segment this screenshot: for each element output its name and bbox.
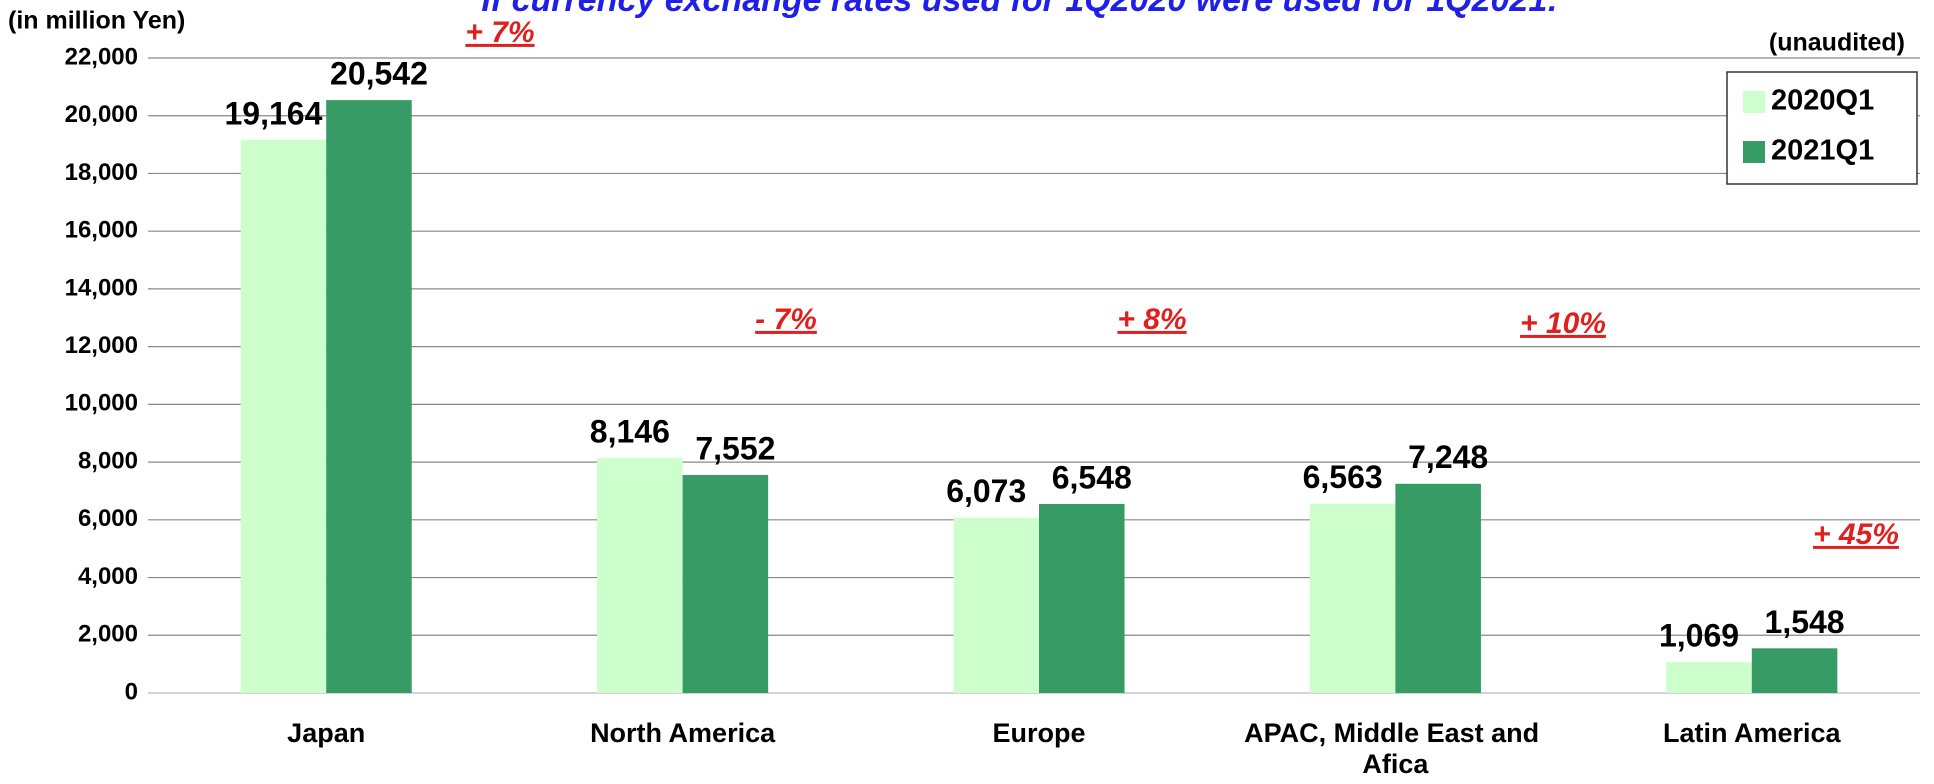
annotation: + 10% (1520, 307, 1606, 340)
y-tick-label: 22,000 (65, 43, 138, 70)
annotation: + 45% (1813, 518, 1899, 551)
legend-label: 2020Q1 (1771, 85, 1874, 117)
x-tick-label: APAC, Middle East and Afica (1244, 718, 1547, 779)
data-label: 19,164 (224, 95, 322, 131)
y-tick-label: 6,000 (78, 505, 138, 532)
y-tick-label: 18,000 (65, 159, 138, 186)
data-label: 20,542 (330, 56, 428, 92)
annotation: - 7% (755, 303, 817, 336)
data-label: 6,548 (1052, 459, 1132, 495)
bar (326, 100, 412, 693)
bar (953, 517, 1039, 693)
bar (1751, 648, 1838, 693)
bar (597, 457, 683, 693)
y-tick-label: 16,000 (65, 217, 138, 244)
bar (1039, 504, 1125, 693)
data-label: 6,073 (946, 473, 1026, 509)
annotation: + 8% (1117, 303, 1186, 336)
data-label: 6,563 (1303, 459, 1383, 495)
legend-box (1726, 71, 1918, 185)
data-label: 1,069 (1659, 618, 1739, 654)
note: (unaudited) (1769, 29, 1905, 57)
y-tick-label: 12,000 (65, 332, 138, 359)
bar (240, 139, 327, 693)
chart-title: If currency exchange rates used for 1Q20… (481, 0, 1558, 19)
annotation: + 7% (465, 16, 534, 49)
x-tick-label: North America (590, 718, 776, 748)
y-tick-label: 14,000 (65, 274, 138, 301)
legend-swatch (1743, 141, 1765, 163)
y-axis-label: (in million Yen) (8, 7, 185, 35)
y-tick-label: 0 (125, 678, 138, 705)
bar (1666, 662, 1752, 693)
data-label: 8,146 (590, 413, 670, 449)
data-label: 1,548 (1765, 604, 1845, 640)
legend-label: 2021Q1 (1771, 135, 1874, 167)
x-tick-label: Europe (992, 718, 1085, 748)
x-tick-label: Latin America (1663, 718, 1842, 748)
y-tick-label: 8,000 (78, 447, 138, 474)
y-tick-label: 2,000 (78, 621, 138, 648)
data-label: 7,552 (695, 430, 775, 466)
y-tick-label: 20,000 (65, 101, 138, 128)
data-label: 7,248 (1408, 439, 1488, 475)
bar (1395, 483, 1481, 693)
bar (682, 475, 769, 693)
y-tick-label: 4,000 (78, 563, 138, 590)
bar (1309, 503, 1396, 693)
x-tick-label: Japan (287, 718, 365, 748)
legend-swatch (1743, 91, 1765, 113)
y-tick-label: 10,000 (65, 390, 138, 417)
